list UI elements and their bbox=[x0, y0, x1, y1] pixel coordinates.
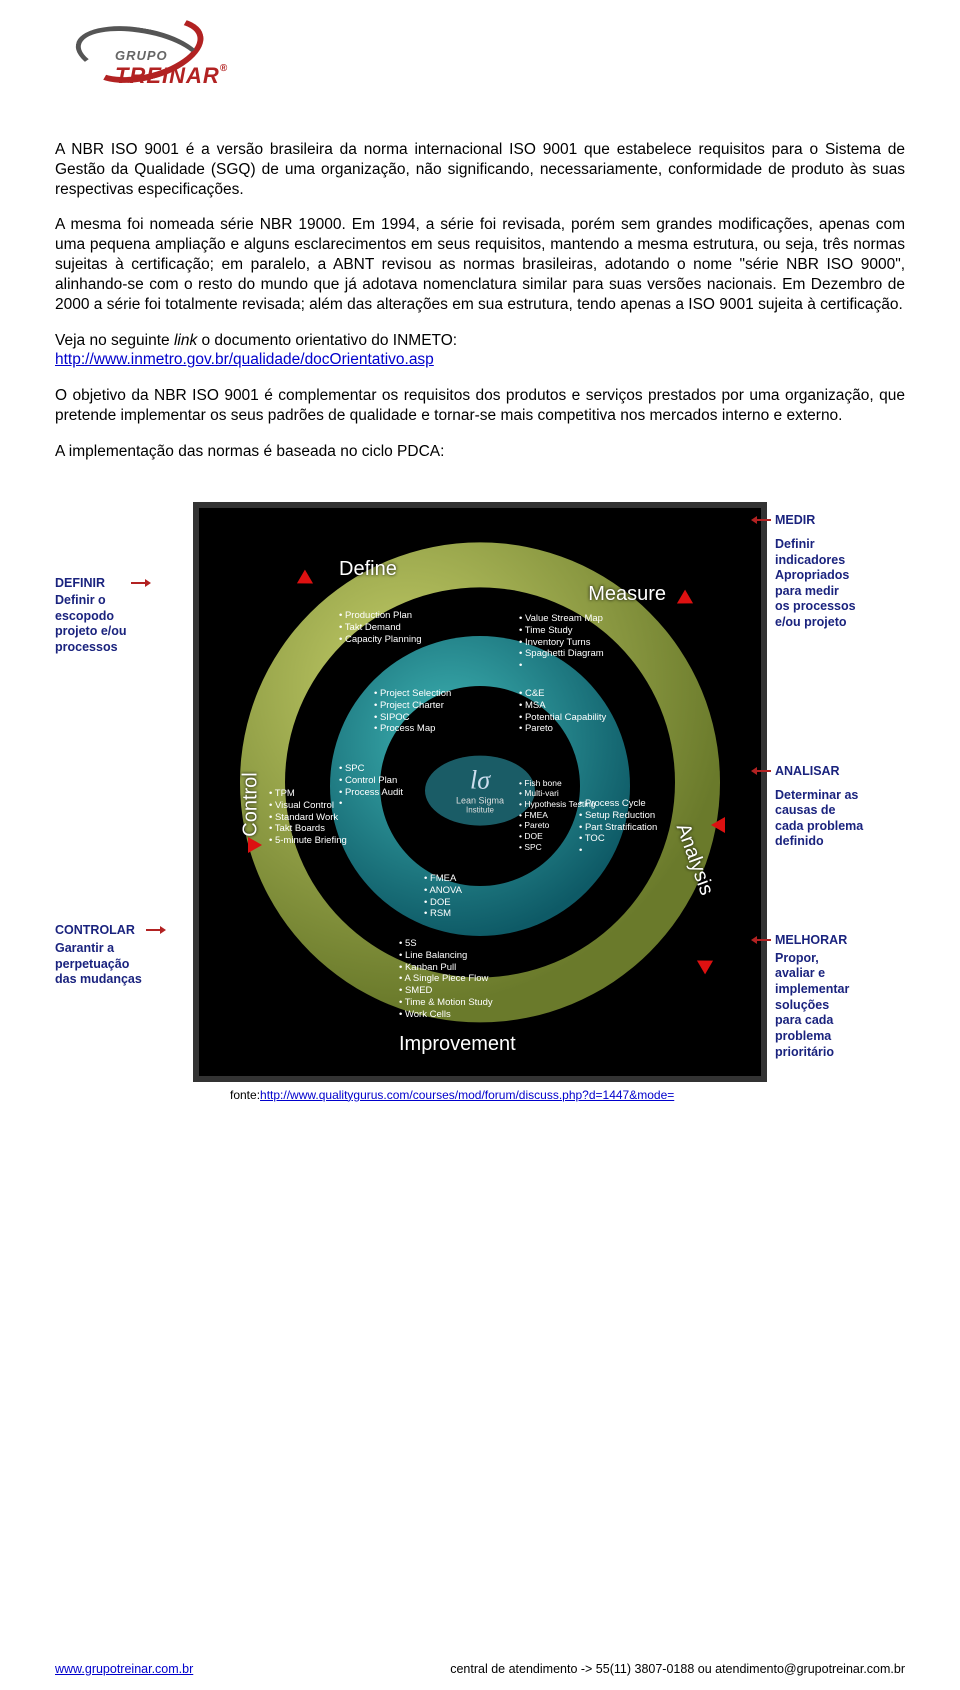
inner-control-items: SPC Control Plan Process Audit bbox=[339, 763, 403, 811]
inmetro-link[interactable]: http://www.inmetro.gov.br/qualidade/docO… bbox=[55, 351, 434, 368]
anno-controlar-body: Garantir a perpetuação das mudanças bbox=[55, 941, 142, 988]
seg-control-items: TPM Visual Control Standard Work Takt Bo… bbox=[269, 788, 347, 847]
anno-analisar-body: Determinar as causas de cada problema de… bbox=[775, 788, 863, 851]
arrow-right-icon bbox=[146, 929, 160, 931]
anno-controlar-head: CONTROLAR bbox=[55, 923, 142, 939]
seg-measure-label: Measure bbox=[588, 583, 666, 606]
logo: GRUPO TREINAR® bbox=[55, 20, 295, 110]
inner-measure-items: C&E MSA Potential Capability Pareto bbox=[519, 688, 606, 736]
source-link[interactable]: http://www.qualitygurus.com/courses/mod/… bbox=[260, 1088, 674, 1102]
anno-medir: MEDIR Definir indicadores Apropriados pa… bbox=[775, 513, 856, 630]
logo-text: GRUPO TREINAR® bbox=[115, 48, 228, 89]
inner-improve-items: FMEA ANOVA DOE RSM bbox=[424, 873, 462, 921]
footer-left-link[interactable]: www.grupotreinar.com.br bbox=[55, 1662, 193, 1676]
center-sub: Institute bbox=[466, 806, 494, 815]
arrow-right-icon bbox=[131, 582, 145, 584]
seg-improvement-label: Improvement bbox=[399, 1033, 516, 1056]
anno-analisar: ANALISAR Determinar as causas de cada pr… bbox=[775, 764, 863, 850]
red-arrow-icon bbox=[711, 817, 725, 833]
red-arrow-icon bbox=[673, 589, 693, 610]
right-annotations: MEDIR Definir indicadores Apropriados pa… bbox=[775, 502, 905, 1082]
anno-analisar-head: ANALISAR bbox=[775, 764, 863, 780]
left-annotations: DEFINIR Definir o escopodo projeto e/ou … bbox=[55, 502, 185, 1082]
arrow-left-icon bbox=[757, 770, 771, 772]
diagram-source: fonte:http://www.qualitygurus.com/course… bbox=[55, 1088, 905, 1102]
anno-medir-head: MEDIR bbox=[775, 513, 856, 529]
page-footer: www.grupotreinar.com.br central de atend… bbox=[55, 1662, 905, 1676]
seg-define-label: Define bbox=[339, 558, 397, 581]
anno-melhorar-body: Propor, avaliar e implementar soluções p… bbox=[775, 951, 849, 1060]
inner-define-items: Project Selection Project Charter SIPOC … bbox=[374, 688, 451, 736]
red-arrow-icon bbox=[693, 953, 713, 974]
source-prefix: fonte: bbox=[230, 1088, 260, 1102]
seg-control-label: Control bbox=[240, 772, 263, 836]
seg-improvement-items: 5S Line Balancing Kanban Pull A Single P… bbox=[399, 938, 493, 1021]
arrow-left-icon bbox=[757, 519, 771, 521]
paragraph-5: A implementação das normas é baseada no … bbox=[55, 442, 905, 462]
paragraph-1: A NBR ISO 9001 é a versão brasileira da … bbox=[55, 140, 905, 199]
red-arrow-icon bbox=[248, 837, 262, 853]
body-text: A NBR ISO 9001 é a versão brasileira da … bbox=[55, 140, 905, 462]
center-symbol: lσ bbox=[470, 766, 490, 796]
anno-melhorar: MELHORAR Propor, avaliar e implementar s… bbox=[775, 933, 849, 1060]
diagram-row: DEFINIR Definir o escopodo projeto e/ou … bbox=[55, 502, 905, 1082]
anno-medir-body: Definir indicadores Apropriados para med… bbox=[775, 537, 856, 631]
anno-controlar: CONTROLAR Garantir a perpetuação das mud… bbox=[55, 923, 142, 988]
center-label: Lean Sigma bbox=[456, 796, 504, 806]
logo-line1: GRUPO bbox=[115, 48, 228, 63]
anno-definir-head: DEFINIR bbox=[55, 576, 127, 592]
red-arrow-icon bbox=[297, 569, 317, 590]
seg-define-items: Production Plan Takt Demand Capacity Pla… bbox=[339, 610, 422, 646]
anno-melhorar-head: MELHORAR bbox=[775, 933, 849, 949]
pdca-diagram: lσ Lean Sigma Institute Define Measure A… bbox=[193, 502, 767, 1082]
paragraph-2: A mesma foi nomeada série NBR 19000. Em … bbox=[55, 215, 905, 314]
anno-definir-body: Definir o escopodo projeto e/ou processo… bbox=[55, 593, 127, 656]
logo-line2: TREINAR® bbox=[115, 63, 228, 89]
paragraph-3: Veja no seguinte link o documento orient… bbox=[55, 331, 905, 371]
footer-center: central de atendimento -> 55(11) 3807-01… bbox=[450, 1662, 905, 1676]
seg-measure-items: Value Stream Map Time Study Inventory Tu… bbox=[519, 613, 604, 672]
inner-analysis-items: Fish bone Multi-vari Hypothesis Testing … bbox=[519, 778, 596, 852]
anno-definir: DEFINIR Definir o escopodo projeto e/ou … bbox=[55, 576, 127, 656]
paragraph-4: O objetivo da NBR ISO 9001 é complementa… bbox=[55, 386, 905, 426]
arrow-left-icon bbox=[757, 939, 771, 941]
